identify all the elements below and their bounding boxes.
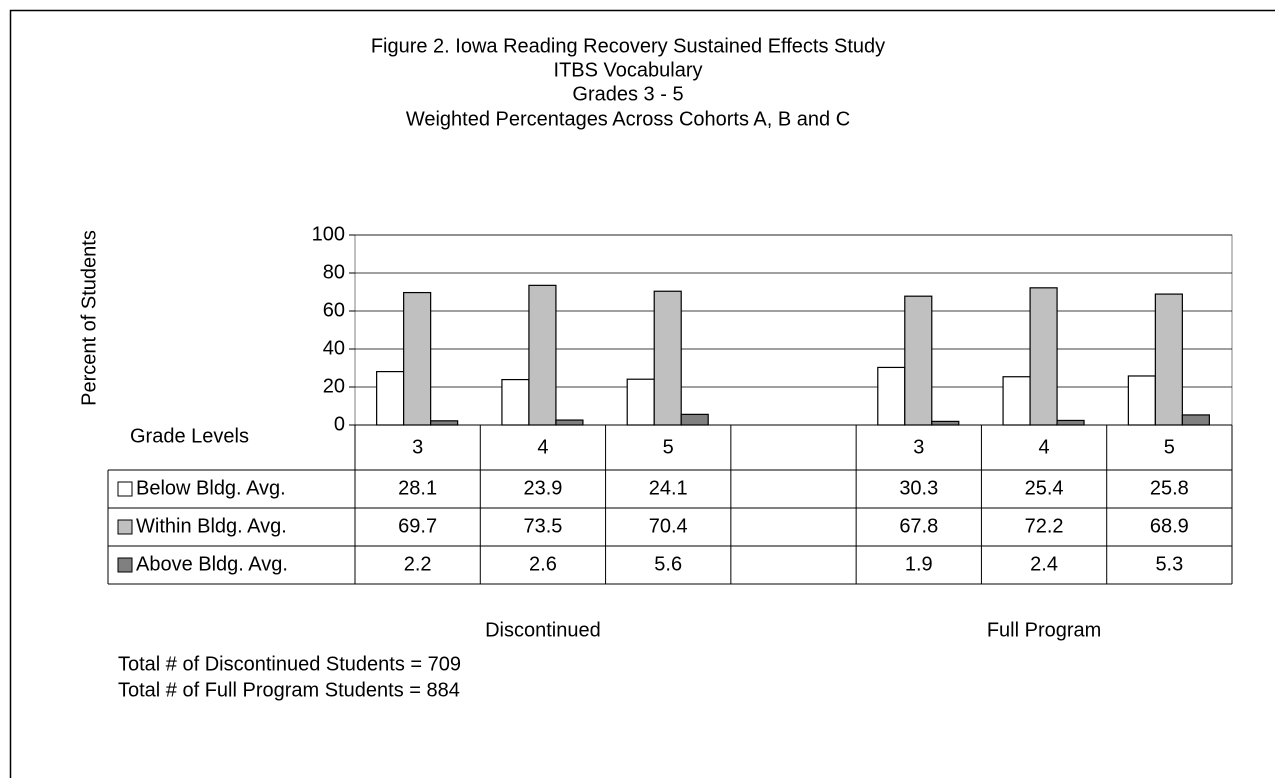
group-label: Discontinued: [485, 619, 601, 641]
bar: [1002, 376, 1031, 426]
legend-key: [117, 557, 133, 573]
table-cell: 2.4: [1030, 553, 1058, 575]
table-cell: 24.1: [649, 477, 688, 499]
table-cell: 67.8: [899, 515, 938, 537]
legend-key: [117, 481, 133, 497]
table-cell: 73.5: [523, 515, 562, 537]
subtitle: ITBS Vocabulary: [554, 59, 703, 81]
y-axis-label: Percent of Students: [78, 230, 100, 406]
bar: [626, 378, 655, 426]
legend-label: Within Bldg. Avg.: [136, 515, 287, 537]
bar: [1056, 419, 1085, 426]
x-tick-label: 5: [1164, 436, 1175, 458]
chart-title: Figure 2. Iowa Reading Recovery Sustaine…: [371, 35, 885, 57]
note: Total # of Full Program Students = 884: [118, 679, 460, 701]
bar: [528, 284, 557, 426]
y-tick-label: 40: [323, 337, 345, 359]
subtitle: Weighted Percentages Across Cohorts A, B…: [406, 108, 850, 130]
bar: [877, 366, 906, 426]
table-cell: 2.2: [404, 553, 432, 575]
bar: [1154, 293, 1183, 426]
bar: [430, 420, 459, 426]
table-cell: 25.8: [1150, 477, 1189, 499]
bar: [1127, 375, 1156, 426]
x-tick-label: 4: [1039, 436, 1050, 458]
legend-label: Below Bldg. Avg.: [136, 477, 286, 499]
subtitle: Grades 3 - 5: [572, 83, 683, 105]
y-tick-label: 100: [312, 223, 345, 245]
bar: [501, 378, 530, 426]
y-tick-label: 0: [334, 413, 345, 435]
table-cell: 5.3: [1155, 553, 1183, 575]
table-cell: 72.2: [1025, 515, 1064, 537]
y-tick-label: 80: [323, 261, 345, 283]
table-cell: 5.6: [654, 553, 682, 575]
table-cell: 2.6: [529, 553, 557, 575]
bar: [680, 413, 709, 426]
y-tick-label: 60: [323, 299, 345, 321]
note: Total # of Discontinued Students = 709: [118, 653, 461, 675]
table-cell: 28.1: [398, 477, 437, 499]
y-tick-label: 20: [323, 375, 345, 397]
table-cell: 23.9: [523, 477, 562, 499]
table-cell: 30.3: [899, 477, 938, 499]
legend-label: Above Bldg. Avg.: [136, 553, 288, 575]
group-label: Full Program: [987, 619, 1101, 641]
x-tick-label: 3: [412, 436, 423, 458]
table-cell: 68.9: [1150, 515, 1189, 537]
bar: [555, 419, 584, 426]
bar: [1181, 414, 1210, 426]
table-cell: 1.9: [905, 553, 933, 575]
bar: [376, 371, 405, 426]
legend-key: [117, 519, 133, 535]
bar: [403, 291, 432, 426]
x-tick-label: 5: [663, 436, 674, 458]
bar: [1029, 287, 1058, 426]
x-header: Grade Levels: [130, 425, 249, 447]
bar: [931, 420, 960, 426]
table-cell: 25.4: [1025, 477, 1064, 499]
bar: [653, 290, 682, 426]
table-cell: 69.7: [398, 515, 437, 537]
x-tick-label: 4: [537, 436, 548, 458]
x-tick-label: 3: [913, 436, 924, 458]
table-cell: 70.4: [649, 515, 688, 537]
bar: [904, 295, 933, 426]
